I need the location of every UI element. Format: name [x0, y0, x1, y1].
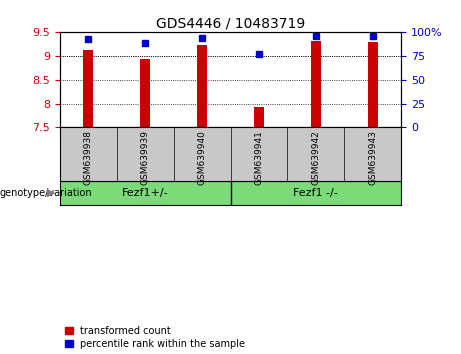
- Text: Fezf1+/-: Fezf1+/-: [122, 188, 169, 198]
- Text: ▶: ▶: [47, 188, 55, 198]
- Legend: transformed count, percentile rank within the sample: transformed count, percentile rank withi…: [65, 326, 245, 349]
- Text: GSM639940: GSM639940: [198, 130, 207, 185]
- Bar: [311, 41, 321, 127]
- Text: genotype/variation: genotype/variation: [0, 188, 93, 198]
- Bar: [140, 59, 150, 127]
- Bar: [197, 45, 207, 127]
- Text: GSM639939: GSM639939: [141, 130, 150, 185]
- Text: Fezf1 -/-: Fezf1 -/-: [293, 188, 338, 198]
- Bar: [83, 50, 94, 127]
- Text: GSM639938: GSM639938: [84, 130, 93, 185]
- Text: GSM639943: GSM639943: [368, 130, 377, 185]
- Text: GSM639941: GSM639941: [254, 130, 263, 185]
- Bar: [254, 107, 264, 127]
- Bar: [367, 42, 378, 127]
- Text: GSM639942: GSM639942: [311, 130, 320, 185]
- Title: GDS4446 / 10483719: GDS4446 / 10483719: [156, 17, 305, 31]
